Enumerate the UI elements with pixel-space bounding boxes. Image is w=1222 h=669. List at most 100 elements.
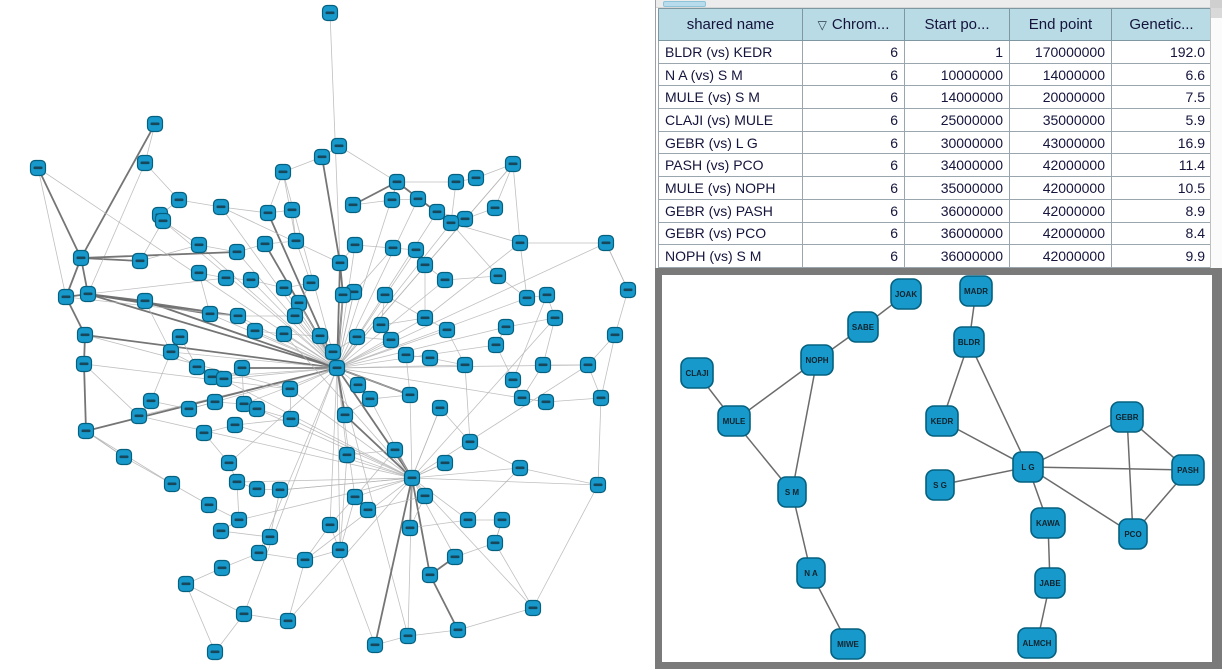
network-edge[interactable] xyxy=(354,449,396,498)
network-node[interactable] xyxy=(162,343,180,361)
network-edge[interactable] xyxy=(791,359,818,493)
network-edge[interactable] xyxy=(321,156,341,264)
network-node[interactable] xyxy=(376,286,394,304)
network-edge[interactable] xyxy=(353,247,394,293)
network-node[interactable] xyxy=(287,232,305,250)
table-cell[interactable]: 8.4 xyxy=(1111,221,1212,246)
network-edge[interactable] xyxy=(144,300,338,369)
network-node[interactable] xyxy=(486,199,504,217)
network-node[interactable] xyxy=(537,393,555,411)
network-edge[interactable] xyxy=(256,408,413,479)
table-horizontal-scrollbar-thumb[interactable] xyxy=(663,1,706,7)
table-cell[interactable]: CLAJI (vs) MULE xyxy=(658,108,803,132)
network-edge[interactable] xyxy=(336,279,446,369)
table-cell[interactable]: 35000000 xyxy=(1009,108,1112,132)
table-row[interactable]: GEBR (vs) PCO 6 36000000 42000000 8.4 xyxy=(658,221,1212,246)
network-edge[interactable] xyxy=(411,477,469,521)
network-edge[interactable] xyxy=(254,330,338,369)
table-cell[interactable]: 192.0 xyxy=(1111,40,1212,64)
network-node[interactable] xyxy=(513,389,531,407)
network-node[interactable] xyxy=(579,356,597,374)
network-node[interactable]: MADR xyxy=(959,275,993,307)
table-row[interactable]: MULE (vs) NOPH 6 35000000 42000000 10.5 xyxy=(658,176,1212,200)
network-edge[interactable] xyxy=(600,334,616,399)
network-node[interactable] xyxy=(72,249,90,267)
network-node[interactable] xyxy=(115,448,133,466)
network-edge[interactable] xyxy=(336,367,411,396)
network-node[interactable] xyxy=(606,326,624,344)
network-node[interactable] xyxy=(511,459,529,477)
network-edge[interactable] xyxy=(411,407,441,479)
network-node[interactable] xyxy=(346,236,364,254)
network-node[interactable] xyxy=(220,454,238,472)
network-edge[interactable] xyxy=(467,467,521,521)
network-edge[interactable] xyxy=(234,424,413,479)
table-cell[interactable]: 42000000 xyxy=(1009,153,1112,178)
network-node[interactable] xyxy=(302,274,320,292)
network-node[interactable]: MULE xyxy=(717,405,751,437)
network-node[interactable] xyxy=(504,371,522,389)
network-node[interactable] xyxy=(416,487,434,505)
table-cell[interactable]: 11.4 xyxy=(1111,153,1212,178)
network-edge[interactable] xyxy=(464,364,471,443)
network-node[interactable] xyxy=(346,488,364,506)
network-node[interactable] xyxy=(206,643,224,661)
network-node[interactable] xyxy=(230,511,248,529)
network-node[interactable] xyxy=(348,328,366,346)
table-cell[interactable]: 5.9 xyxy=(1111,108,1212,132)
table-cell[interactable]: GEBR (vs) PCO xyxy=(658,221,803,246)
network-edge[interactable] xyxy=(185,583,216,653)
network-edge[interactable] xyxy=(238,477,413,521)
network-node[interactable]: PASH xyxy=(1171,454,1205,486)
network-edge[interactable] xyxy=(469,441,521,469)
network-node[interactable] xyxy=(388,173,406,191)
network-node[interactable] xyxy=(281,380,299,398)
network-node[interactable] xyxy=(256,235,274,253)
network-edge[interactable] xyxy=(519,242,528,299)
network-edge[interactable] xyxy=(374,477,413,646)
network-node[interactable] xyxy=(180,400,198,418)
network-node[interactable] xyxy=(229,307,247,325)
network-node[interactable]: CLAJI xyxy=(680,357,714,389)
network-node[interactable] xyxy=(274,163,292,181)
network-edge[interactable] xyxy=(336,297,528,369)
network-node[interactable] xyxy=(334,286,352,304)
network-node[interactable]: BLDR xyxy=(953,326,985,358)
subnetwork-canvas[interactable]: JOAK MADR SABE BLDR NOPH CLAJI MULE KEDR GEBR L G… xyxy=(662,275,1212,662)
network-node[interactable] xyxy=(428,203,446,221)
network-edge[interactable] xyxy=(409,519,469,529)
network-edge[interactable] xyxy=(80,251,238,259)
network-node[interactable] xyxy=(372,316,390,334)
table-cell[interactable]: GEBR (vs) PASH xyxy=(658,198,803,223)
network-edge[interactable] xyxy=(407,629,459,637)
network-edge[interactable] xyxy=(329,367,338,526)
network-node[interactable]: S M xyxy=(777,476,807,508)
table-cell[interactable]: 25000000 xyxy=(904,108,1010,132)
network-node[interactable] xyxy=(136,292,154,310)
table-cell[interactable]: 36000000 xyxy=(904,198,1010,223)
network-edge[interactable] xyxy=(83,363,87,432)
network-node[interactable] xyxy=(75,355,93,373)
table-cell[interactable]: NOPH (vs) S M xyxy=(658,244,803,268)
network-node[interactable] xyxy=(401,519,419,537)
network-node[interactable] xyxy=(76,326,94,344)
network-edge[interactable] xyxy=(83,363,291,390)
network-node[interactable] xyxy=(206,393,224,411)
network-node[interactable]: N A xyxy=(796,557,826,589)
network-node[interactable] xyxy=(456,210,474,228)
network-edge[interactable] xyxy=(444,275,499,281)
column-header-start-point[interactable]: Start po... xyxy=(904,8,1010,41)
network-edge[interactable] xyxy=(185,583,245,615)
network-node[interactable] xyxy=(142,392,160,410)
network-node[interactable] xyxy=(200,496,218,514)
network-edge[interactable] xyxy=(545,397,602,403)
table-cell[interactable]: MULE (vs) NOPH xyxy=(658,176,803,200)
network-node[interactable]: SABE xyxy=(847,311,879,343)
network-node[interactable] xyxy=(436,454,454,472)
network-node[interactable] xyxy=(261,528,279,546)
network-edge[interactable] xyxy=(37,167,82,259)
network-node[interactable] xyxy=(386,441,404,459)
network-edge[interactable] xyxy=(287,477,413,622)
table-cell[interactable]: 6 xyxy=(802,85,905,110)
network-edge[interactable] xyxy=(243,367,338,615)
